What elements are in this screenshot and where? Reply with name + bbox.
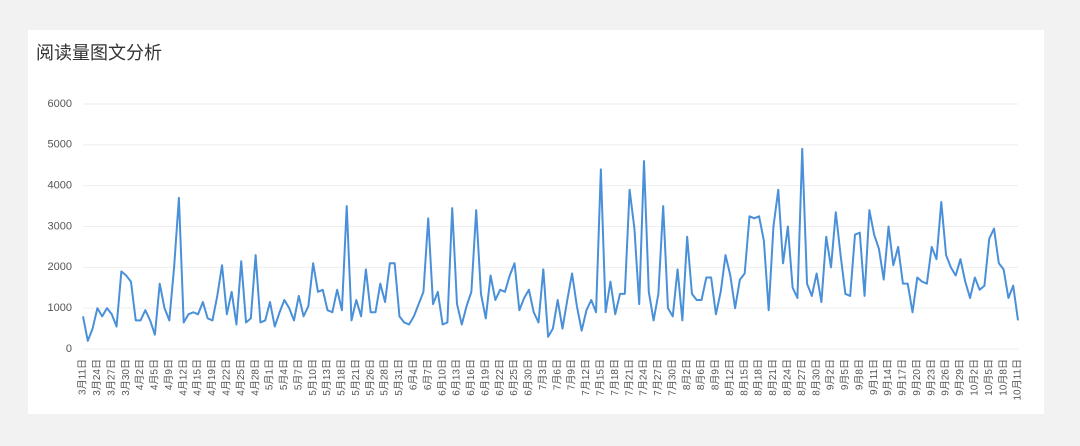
x-tick-label: 10月8日 xyxy=(997,359,1009,396)
x-tick-label: 6月25日 xyxy=(508,359,520,396)
x-tick-label: 7月12日 xyxy=(580,359,592,396)
x-tick-label: 3月30日 xyxy=(120,359,132,396)
y-tick-label: 6000 xyxy=(48,98,72,110)
x-tick-label: 9月23日 xyxy=(925,359,937,396)
x-tick-label: 7月9日 xyxy=(566,359,578,390)
x-tick-label: 8月27日 xyxy=(796,359,808,396)
chart-title: 阅读量图文分析 xyxy=(36,43,162,63)
x-tick-label: 4月12日 xyxy=(177,359,189,396)
x-tick-label: 7月18日 xyxy=(609,359,621,396)
x-tick-label: 6月7日 xyxy=(422,359,434,390)
x-tick-label: 3月27日 xyxy=(105,359,117,396)
x-tick-label: 9月8日 xyxy=(853,359,865,390)
x-tick-label: 6月19日 xyxy=(479,359,491,396)
x-tick-label: 4月25日 xyxy=(235,359,247,396)
x-tick-label: 5月10日 xyxy=(307,359,319,396)
y-tick-label: 5000 xyxy=(48,139,72,151)
series-line xyxy=(82,147,1019,342)
x-tick-label: 7月3日 xyxy=(537,359,549,390)
x-tick-label: 6月13日 xyxy=(451,359,463,396)
x-tick-label: 4月2日 xyxy=(134,359,146,390)
x-tick-label: 8月21日 xyxy=(767,359,779,396)
x-tick-label: 9月2日 xyxy=(825,359,837,390)
x-tick-label: 9月17日 xyxy=(897,359,909,396)
x-tick-label: 9月14日 xyxy=(882,359,894,396)
y-tick-label: 3000 xyxy=(48,220,72,232)
x-tick-label: 7月15日 xyxy=(594,359,606,396)
x-tick-label: 9月26日 xyxy=(940,359,952,396)
x-tick-label: 6月4日 xyxy=(407,359,419,390)
y-tick-label: 1000 xyxy=(48,302,72,314)
x-tick-label: 10月2日 xyxy=(968,359,980,396)
x-tick-label: 7月21日 xyxy=(623,359,635,396)
x-tick-label: 8月24日 xyxy=(781,359,793,396)
x-tick-label: 8月18日 xyxy=(753,359,765,396)
x-tick-label: 4月9日 xyxy=(163,359,175,390)
x-tick-label: 6月30日 xyxy=(523,359,535,396)
y-tick-label: 2000 xyxy=(48,261,72,273)
x-tick-label: 10月11日 xyxy=(1012,359,1024,401)
x-tick-label: 6月16日 xyxy=(465,359,477,396)
x-tick-label: 4月28日 xyxy=(249,359,261,396)
x-tick-label: 9月20日 xyxy=(911,359,923,396)
x-tick-label: 8月15日 xyxy=(738,359,750,396)
x-tick-label: 8月6日 xyxy=(695,359,707,390)
x-tick-label: 7月27日 xyxy=(652,359,664,396)
x-tick-label: 7月30日 xyxy=(666,359,678,396)
x-tick-label: 9月29日 xyxy=(954,359,966,396)
y-tick-label: 4000 xyxy=(48,180,72,192)
x-tick-label: 9月5日 xyxy=(839,359,851,390)
x-tick-label: 5月13日 xyxy=(321,359,333,396)
x-tick-label: 5月28日 xyxy=(379,359,391,396)
x-tick-label: 3月24日 xyxy=(91,359,103,396)
x-tick-label: 5月31日 xyxy=(393,359,405,396)
x-tick-label: 4月19日 xyxy=(206,359,218,396)
x-tick-label: 5月26日 xyxy=(364,359,376,396)
x-tick-label: 8月30日 xyxy=(810,359,822,396)
x-tick-label: 7月24日 xyxy=(638,359,650,396)
y-tick-label: 0 xyxy=(66,343,72,355)
x-tick-label: 4月15日 xyxy=(192,359,204,396)
x-tick-label: 8月12日 xyxy=(724,359,736,396)
x-tick-label: 5月4日 xyxy=(278,359,290,390)
x-tick-label: 5月18日 xyxy=(336,359,348,396)
x-tick-label: 8月9日 xyxy=(710,359,722,390)
x-tick-label: 6月22日 xyxy=(494,359,506,396)
card xyxy=(28,30,1044,414)
x-tick-label: 4月5日 xyxy=(149,359,161,390)
x-tick-label: 5月1日 xyxy=(264,359,276,390)
x-tick-label: 6月10日 xyxy=(436,359,448,396)
x-tick-label: 3月11日 xyxy=(77,359,89,395)
x-tick-label: 8月2日 xyxy=(681,359,693,390)
x-tick-label: 7月6日 xyxy=(551,359,563,390)
x-tick-label: 9月11日 xyxy=(868,359,880,395)
x-tick-label: 5月21日 xyxy=(350,359,362,396)
x-tick-label: 10月5日 xyxy=(983,359,995,396)
x-tick-label: 4月22日 xyxy=(220,359,232,396)
x-tick-label: 5月7日 xyxy=(292,359,304,390)
